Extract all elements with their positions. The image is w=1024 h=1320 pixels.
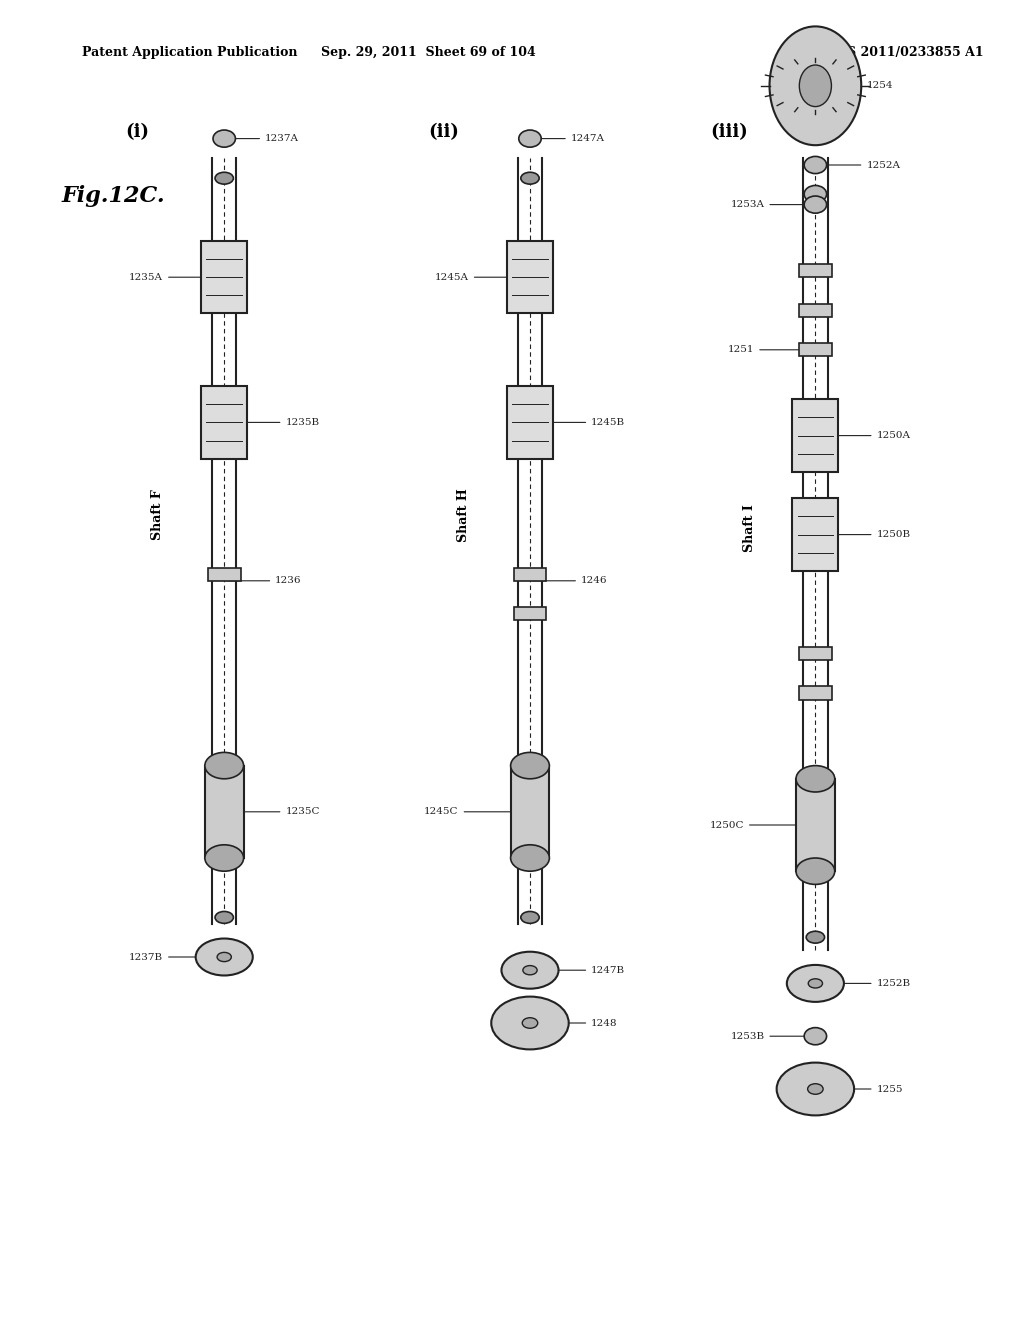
- Bar: [202, 240, 247, 313]
- Bar: [799, 686, 831, 700]
- Ellipse shape: [492, 997, 568, 1049]
- Ellipse shape: [521, 911, 540, 924]
- Text: 1247B: 1247B: [532, 966, 626, 974]
- Bar: [205, 766, 244, 858]
- Bar: [208, 568, 241, 581]
- Text: 1235B: 1235B: [227, 418, 319, 426]
- Ellipse shape: [519, 131, 542, 147]
- Text: US 2011/0233855 A1: US 2011/0233855 A1: [836, 46, 983, 59]
- Bar: [796, 779, 835, 871]
- Text: Shaft F: Shaft F: [152, 490, 165, 540]
- Text: 1246: 1246: [532, 577, 607, 585]
- Text: 1235A: 1235A: [129, 273, 221, 281]
- Text: 1245A: 1245A: [435, 273, 527, 281]
- Text: 1253A: 1253A: [730, 201, 813, 209]
- Bar: [799, 304, 831, 317]
- Text: Fig.12C.: Fig.12C.: [61, 185, 165, 207]
- Ellipse shape: [808, 979, 822, 987]
- Text: 1245B: 1245B: [532, 418, 626, 426]
- Text: Shaft H: Shaft H: [458, 488, 470, 541]
- Bar: [514, 607, 546, 620]
- Ellipse shape: [205, 752, 244, 779]
- Ellipse shape: [804, 157, 826, 173]
- Ellipse shape: [511, 845, 549, 871]
- Text: 1247A: 1247A: [532, 135, 605, 143]
- Ellipse shape: [796, 858, 835, 884]
- Text: 1254: 1254: [818, 82, 893, 90]
- Text: 1253B: 1253B: [730, 1032, 813, 1040]
- Text: 1250B: 1250B: [818, 531, 910, 539]
- Ellipse shape: [196, 939, 253, 975]
- Ellipse shape: [804, 186, 826, 202]
- Bar: [799, 647, 831, 660]
- Ellipse shape: [215, 172, 233, 185]
- Ellipse shape: [522, 1018, 538, 1028]
- Ellipse shape: [215, 911, 233, 924]
- Ellipse shape: [776, 1063, 854, 1115]
- Text: 1252B: 1252B: [818, 979, 910, 987]
- Text: 1255: 1255: [818, 1085, 903, 1093]
- Text: 1250C: 1250C: [710, 821, 813, 829]
- Text: 1236: 1236: [227, 577, 302, 585]
- Bar: [799, 343, 831, 356]
- Ellipse shape: [804, 197, 826, 214]
- Bar: [511, 766, 549, 858]
- Ellipse shape: [523, 965, 538, 974]
- Ellipse shape: [502, 952, 558, 989]
- Bar: [202, 385, 247, 458]
- Bar: [799, 264, 831, 277]
- Ellipse shape: [786, 965, 844, 1002]
- Bar: [514, 568, 546, 581]
- Text: 1252A: 1252A: [818, 161, 900, 169]
- Ellipse shape: [511, 752, 549, 779]
- Text: 1237A: 1237A: [227, 135, 299, 143]
- Ellipse shape: [217, 952, 231, 961]
- Ellipse shape: [796, 766, 835, 792]
- Bar: [793, 399, 839, 471]
- Text: Patent Application Publication: Patent Application Publication: [82, 46, 297, 59]
- Bar: [793, 498, 839, 570]
- Circle shape: [800, 65, 831, 107]
- Bar: [507, 240, 553, 313]
- Text: 1250A: 1250A: [818, 432, 910, 440]
- Text: 1235C: 1235C: [227, 808, 319, 816]
- Text: Shaft I: Shaft I: [742, 504, 756, 552]
- Text: 1251: 1251: [728, 346, 813, 354]
- Ellipse shape: [205, 845, 244, 871]
- Ellipse shape: [213, 131, 236, 147]
- Text: 1245C: 1245C: [424, 808, 527, 816]
- Ellipse shape: [806, 932, 824, 942]
- Text: Sep. 29, 2011  Sheet 69 of 104: Sep. 29, 2011 Sheet 69 of 104: [321, 46, 536, 59]
- Bar: [507, 385, 553, 458]
- Text: 1237B: 1237B: [129, 953, 221, 961]
- Text: (ii): (ii): [428, 123, 459, 141]
- Text: 1248: 1248: [532, 1019, 617, 1027]
- Text: (iii): (iii): [710, 123, 748, 141]
- Ellipse shape: [521, 172, 540, 185]
- Text: (i): (i): [126, 123, 150, 141]
- Circle shape: [769, 26, 861, 145]
- Ellipse shape: [804, 1027, 826, 1045]
- Ellipse shape: [808, 1084, 823, 1094]
